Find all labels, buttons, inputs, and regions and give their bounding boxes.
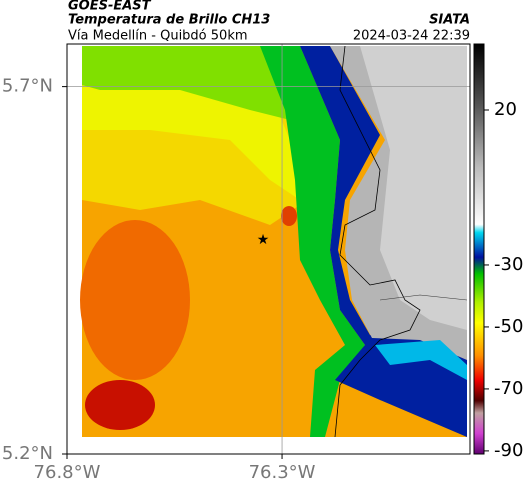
coastline [334, 45, 421, 438]
colorbar-label: -30 [494, 254, 523, 275]
x-tick-label: 76.3°W [249, 462, 316, 483]
x-tick-label: 76.8°W [34, 462, 101, 483]
field [375, 340, 467, 380]
colorbar-label: -70 [494, 378, 523, 399]
title: GOES-EAST [68, 0, 152, 14]
field [360, 46, 467, 330]
border [379, 294, 468, 301]
field [85, 380, 155, 430]
subtitle: Temperatura de Brillo CH13 [68, 13, 270, 28]
location-marker: ★ [257, 232, 270, 248]
field [281, 206, 297, 226]
y-tick-label: 5.2°N [2, 443, 53, 464]
colorbar-label: -90 [494, 440, 523, 461]
region: Vía Medellín - Quibdó 50km [68, 29, 248, 44]
colorbar [473, 43, 485, 455]
field [260, 46, 365, 437]
source: SIATA [429, 13, 470, 28]
timestamp: 2024-03-24 22:39 [353, 29, 470, 44]
satellite-image [80, 45, 468, 438]
field [82, 46, 290, 120]
colorbar-label: 20 [494, 99, 517, 120]
frame [66, 43, 471, 455]
colorbar-label: -50 [494, 316, 523, 337]
field [80, 220, 190, 380]
y-tick-label: 5.7°N [2, 76, 53, 97]
